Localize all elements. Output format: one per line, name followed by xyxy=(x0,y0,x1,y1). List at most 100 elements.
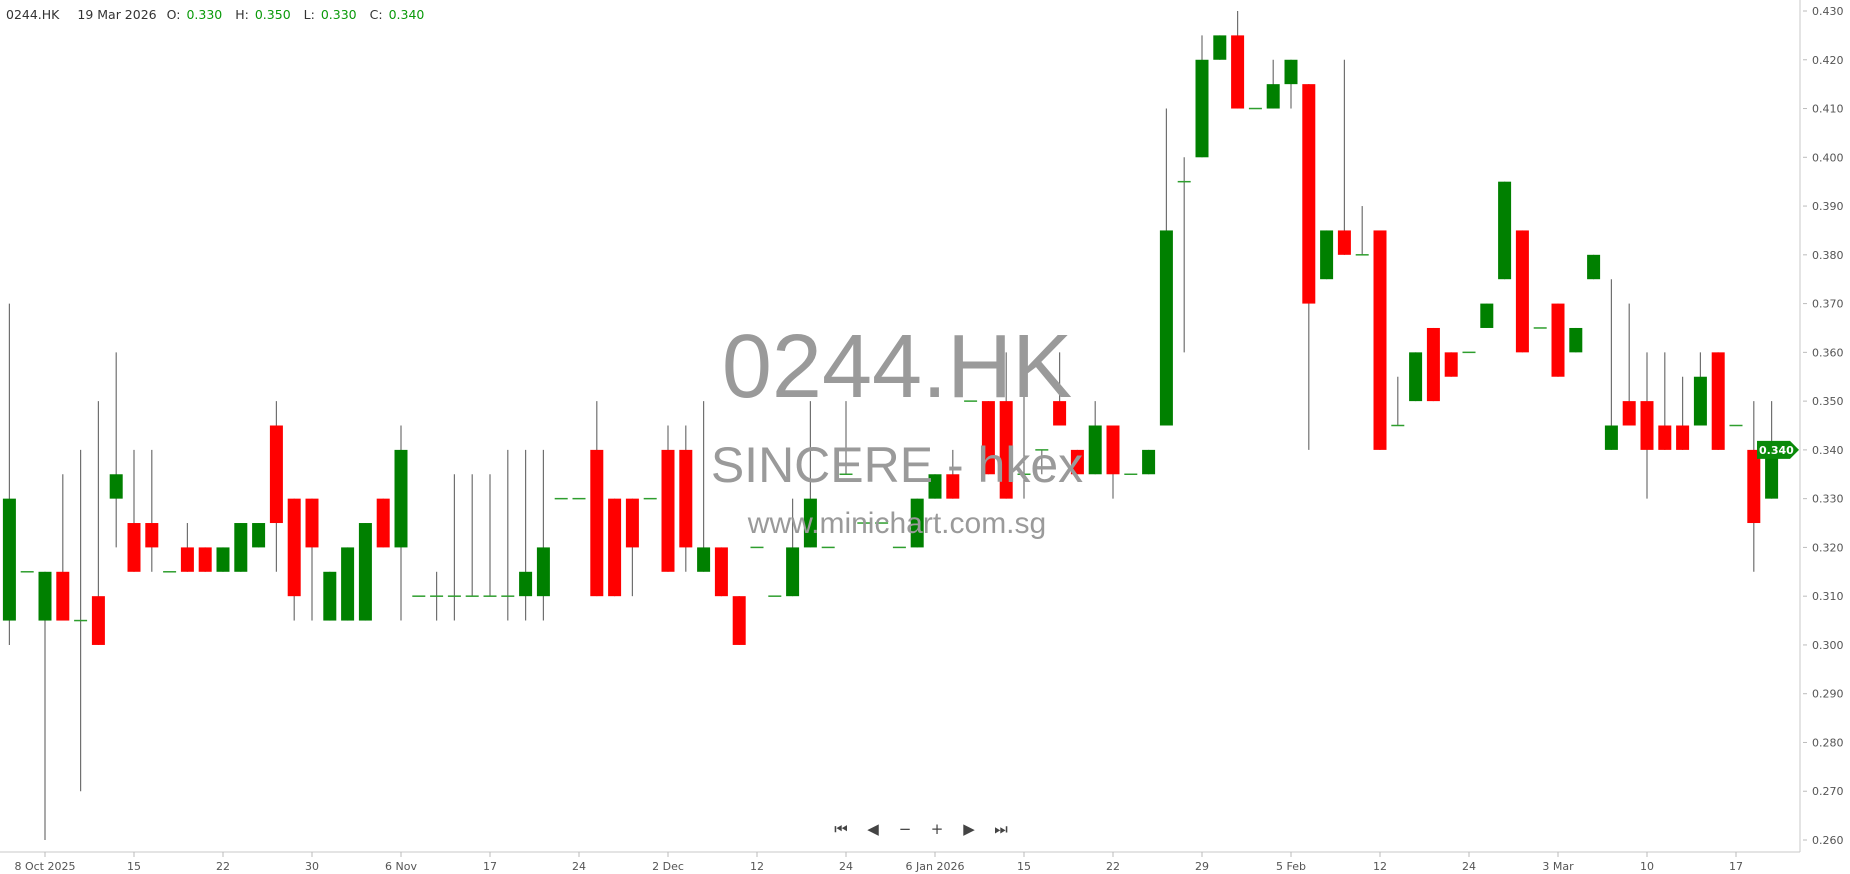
candle[interactable] xyxy=(74,449,88,792)
candle-body-up xyxy=(323,571,337,621)
candle[interactable] xyxy=(1551,303,1565,377)
candle[interactable] xyxy=(1711,352,1725,450)
candle[interactable] xyxy=(1409,352,1423,402)
price-tick-label: 0.410 xyxy=(1812,103,1844,116)
candle[interactable] xyxy=(483,474,497,597)
candle[interactable] xyxy=(447,474,461,621)
time-axis[interactable]: 8 Oct 2025 15 22 30 6 Nov 17 24 2 Dec 12 24 6 Jan … xyxy=(14,852,1743,873)
candle[interactable] xyxy=(1142,449,1156,475)
candle[interactable] xyxy=(1302,84,1316,450)
candle[interactable] xyxy=(1747,401,1761,572)
candle[interactable] xyxy=(536,449,550,621)
candle[interactable] xyxy=(732,596,746,645)
candle[interactable] xyxy=(910,498,924,548)
candle[interactable] xyxy=(1622,303,1636,426)
candle[interactable] xyxy=(1266,59,1280,109)
candle[interactable] xyxy=(1106,425,1120,499)
candle[interactable] xyxy=(1337,59,1351,255)
candle[interactable] xyxy=(430,571,444,621)
candle[interactable] xyxy=(38,571,52,840)
prev-icon[interactable]: ◀ xyxy=(867,820,879,838)
candle[interactable] xyxy=(1070,449,1084,475)
candle[interactable] xyxy=(127,449,141,572)
candle[interactable] xyxy=(252,523,266,548)
candle[interactable] xyxy=(1498,181,1512,280)
candle[interactable] xyxy=(803,401,817,548)
candle[interactable] xyxy=(1658,352,1672,450)
candle[interactable] xyxy=(1640,352,1654,499)
candle[interactable] xyxy=(679,425,693,572)
candle[interactable] xyxy=(625,498,639,597)
candle[interactable] xyxy=(216,547,230,572)
candle[interactable] xyxy=(1320,230,1334,280)
candle[interactable] xyxy=(269,401,283,572)
candle[interactable] xyxy=(109,352,123,548)
last-icon[interactable]: ⏭ xyxy=(994,820,1008,838)
candle[interactable] xyxy=(928,474,942,499)
candle[interactable] xyxy=(1444,352,1458,377)
candle[interactable] xyxy=(234,523,248,572)
candle[interactable] xyxy=(1604,279,1618,450)
candle[interactable] xyxy=(1159,108,1173,426)
price-axis[interactable]: 0.430 0.420 0.410 0.400 0.390 0.380 0.370 0.360… xyxy=(1803,5,1844,847)
candle[interactable] xyxy=(1515,230,1529,353)
candle[interactable] xyxy=(56,474,70,621)
candle[interactable] xyxy=(1017,352,1031,499)
candle[interactable] xyxy=(341,547,355,621)
candle[interactable] xyxy=(394,425,408,621)
candle[interactable] xyxy=(1053,352,1067,426)
candle[interactable] xyxy=(519,449,533,621)
candle[interactable] xyxy=(465,474,479,597)
candle[interactable] xyxy=(1284,59,1298,109)
candle[interactable] xyxy=(91,401,105,645)
candle[interactable] xyxy=(2,303,16,645)
candle-body-up xyxy=(394,449,408,548)
candle[interactable] xyxy=(1231,11,1245,109)
candle[interactable] xyxy=(1373,230,1387,450)
candle[interactable] xyxy=(1569,327,1583,353)
first-icon[interactable]: ⏮ xyxy=(834,820,848,838)
zoom-out-icon[interactable]: − xyxy=(898,820,912,838)
zoom-in-icon[interactable]: + xyxy=(930,820,944,838)
candle[interactable] xyxy=(1676,376,1690,450)
candle[interactable] xyxy=(1195,35,1209,158)
candle[interactable] xyxy=(287,498,301,621)
candle[interactable] xyxy=(590,401,604,597)
candle-body-down xyxy=(1711,352,1725,450)
candle[interactable] xyxy=(999,352,1013,499)
candle[interactable] xyxy=(323,571,337,621)
price-tick-label: 0.400 xyxy=(1812,151,1844,164)
candle[interactable] xyxy=(198,547,212,572)
candle[interactable] xyxy=(1391,376,1405,427)
candle[interactable] xyxy=(786,498,800,597)
candle[interactable] xyxy=(697,401,711,572)
candle[interactable] xyxy=(358,523,372,621)
candle[interactable] xyxy=(714,547,728,597)
close-value: 0.340 xyxy=(388,7,425,22)
candle[interactable] xyxy=(1693,352,1707,426)
next-icon[interactable]: ▶ xyxy=(963,820,975,838)
candle[interactable] xyxy=(946,449,960,499)
candle-body-down xyxy=(376,498,390,548)
candle[interactable] xyxy=(305,498,319,621)
candle[interactable] xyxy=(1035,449,1049,475)
candle[interactable] xyxy=(1213,35,1227,60)
candle[interactable] xyxy=(839,401,853,476)
candle[interactable] xyxy=(145,449,159,572)
candle[interactable] xyxy=(1426,327,1440,402)
candle-body-up xyxy=(1604,425,1618,450)
candle[interactable] xyxy=(180,523,194,572)
candle[interactable] xyxy=(608,498,622,597)
last-price-tag: 0.340 xyxy=(1757,440,1799,459)
candle[interactable] xyxy=(661,425,675,572)
candle[interactable] xyxy=(1480,303,1494,328)
candle[interactable] xyxy=(376,498,390,548)
candle[interactable] xyxy=(981,401,995,475)
candle[interactable] xyxy=(1355,206,1369,256)
open-value: 0.330 xyxy=(186,7,223,22)
candle[interactable] xyxy=(1177,157,1191,353)
candle[interactable] xyxy=(1088,401,1102,475)
candle[interactable] xyxy=(501,449,515,621)
candle[interactable] xyxy=(1587,254,1601,280)
